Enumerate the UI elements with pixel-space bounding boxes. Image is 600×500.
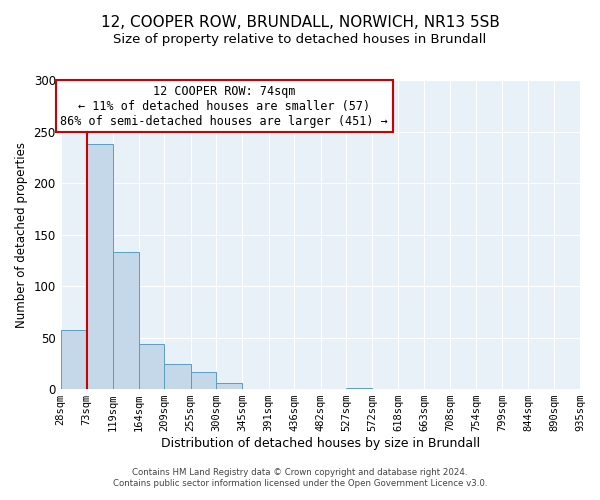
Bar [139,344,164,389]
Bar [191,372,217,389]
Y-axis label: Number of detached properties: Number of detached properties [15,142,28,328]
Bar [61,330,86,389]
Bar [86,144,113,389]
Bar [217,383,242,389]
Bar [113,252,139,389]
Text: 12, COOPER ROW, BRUNDALL, NORWICH, NR13 5SB: 12, COOPER ROW, BRUNDALL, NORWICH, NR13 … [101,15,499,30]
Bar [164,364,191,389]
Text: 12 COOPER ROW: 74sqm
← 11% of detached houses are smaller (57)
86% of semi-detac: 12 COOPER ROW: 74sqm ← 11% of detached h… [61,84,388,128]
X-axis label: Distribution of detached houses by size in Brundall: Distribution of detached houses by size … [161,437,480,450]
Text: Contains HM Land Registry data © Crown copyright and database right 2024.
Contai: Contains HM Land Registry data © Crown c… [113,468,487,487]
Text: Size of property relative to detached houses in Brundall: Size of property relative to detached ho… [113,32,487,46]
Bar [346,388,372,389]
